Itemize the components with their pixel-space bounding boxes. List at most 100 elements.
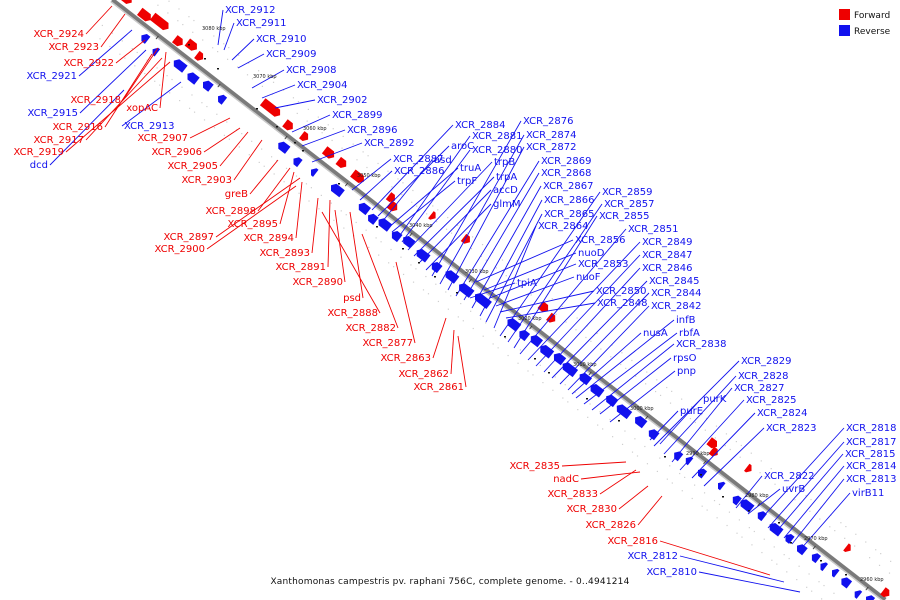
orf-dot [497,347,499,349]
orf-dot [188,107,191,109]
orf-dot [432,205,434,207]
orf-dot [341,147,343,149]
orf-dot [201,102,203,104]
orf-dot [261,85,264,87]
reverse-leader-line [567,305,650,391]
orf-dot [729,448,731,451]
legend-forward-swatch [839,9,850,20]
reverse-gene-label: uvrB [782,484,805,495]
forward-gene-label: XCR_2890 [292,277,343,288]
orf-dot [507,354,509,357]
orf-dot [181,86,183,88]
reverse-gene-label: XCR_2818 [846,423,897,434]
reverse-leader-line [479,199,543,317]
orf-dot [679,472,681,475]
orf-dot [794,499,796,501]
position-marker [402,248,404,250]
kbp-tick-label: 3030 kbp [465,269,489,275]
orf-dot [701,505,703,507]
forward-leader-line [295,181,303,239]
orf-dot [258,70,260,72]
orf-dot [564,384,566,386]
orf-dot [796,578,798,581]
orf-dot [690,406,693,408]
reverse-gene-arrow [740,499,755,513]
reverse-leader-line [575,319,675,399]
reverse-leader-line [223,22,235,51]
orf-dot [611,436,614,438]
reverse-gene-label: XCR_2881 [472,131,523,142]
forward-leader-line [206,185,297,250]
orf-dot [238,54,240,56]
position-marker [276,126,278,128]
orf-dot [530,294,532,296]
orf-dot [450,232,453,234]
kbp-tick-label: 3020 kbp [518,316,542,322]
forward-gene-label: XCR_2891 [275,262,326,273]
orf-dot [193,19,195,22]
reverse-gene-label: XCR_2880 [472,145,523,156]
position-marker [456,292,458,294]
forward-gene-arrow [121,0,132,4]
orf-dot [728,511,731,513]
reverse-leader-line [455,160,540,297]
kbp-tick-mark [812,545,816,550]
orf-dot [124,57,126,59]
orf-dot [156,67,158,69]
kbp-tick-mark [645,415,649,420]
orf-dot [121,40,123,42]
position-marker [217,68,219,70]
forward-gene-label: XCR_2906 [151,147,202,158]
orf-dot [773,546,775,548]
reverse-gene-label: XCR_2824 [757,408,808,419]
position-marker [434,276,436,278]
reverse-gene-label: pnp [677,366,696,377]
orf-dot [554,376,556,378]
orf-dot [445,228,448,230]
orf-dot [167,12,169,14]
orf-dot [681,490,683,492]
reverse-gene-label: XCR_2865 [544,209,595,220]
orf-dot [589,403,591,405]
reverse-gene-label: tpiA [517,278,537,289]
orf-dot [320,194,322,197]
reverse-gene-label: XCR_2904 [297,80,348,91]
orf-dot [480,318,482,320]
orf-dot [228,138,230,140]
orf-dot [620,363,622,366]
orf-dot [178,8,180,10]
reverse-gene-label: XCR_2921 [26,71,77,82]
orf-dot [868,557,871,559]
reverse-gene-arrow [832,568,840,578]
orf-dot [741,536,743,538]
reverse-gene-arrow [579,373,592,386]
forward-gene-label: XCR_2919 [13,147,64,158]
reverse-leader-line [791,478,845,545]
kbp-tick-mark [703,460,707,465]
reverse-gene-label: rpsO [673,353,697,364]
orf-dot [188,16,190,18]
reverse-gene-label: trpA [496,172,517,183]
forward-gene-label: XCR_2861 [413,382,464,393]
forward-gene-arrow [385,192,395,202]
orf-dot [735,440,737,443]
orf-dot [621,352,623,354]
reverse-leader-line [463,172,540,301]
reverse-leader-line [649,410,679,441]
reverse-leader-line [431,120,522,277]
reverse-gene-label: XCR_2908 [286,65,337,76]
reverse-leader-line [507,203,603,343]
orf-dot [716,517,718,519]
orf-dot [481,243,484,246]
reverse-leader-line [505,302,596,319]
orf-dot [597,424,599,426]
orf-dot [368,246,370,248]
orf-dot [671,482,673,484]
orf-dot [307,108,309,110]
orf-dot [282,89,285,91]
position-marker [820,560,822,562]
orf-dot [818,581,820,583]
reverse-gene-label: XCR_2842 [651,301,702,312]
reverse-leader-line [703,427,765,487]
forward-leader-line [659,540,771,576]
